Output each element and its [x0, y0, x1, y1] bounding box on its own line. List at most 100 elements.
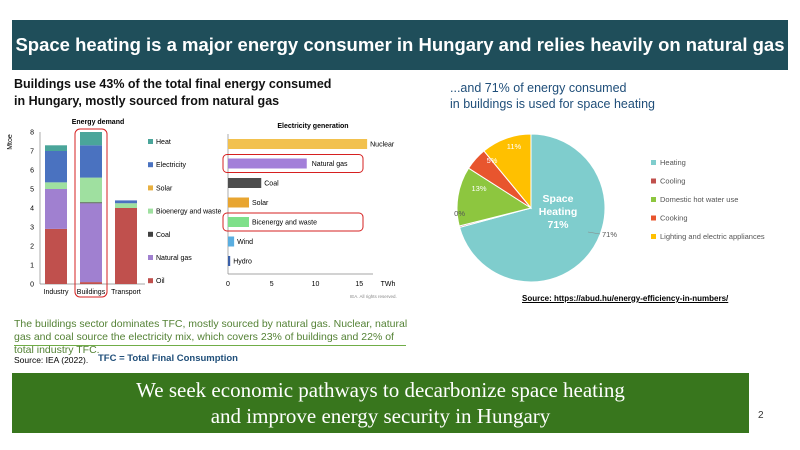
- left-heading: Buildings use 43% of the total final ene…: [14, 77, 332, 108]
- pie-legend-swatch-cooling: [651, 178, 656, 184]
- x-tick-label: 0: [226, 281, 230, 288]
- bar-buildings-natural-gas: [80, 203, 102, 283]
- pie-data-label-cooling: 0%: [454, 209, 465, 218]
- bar-buildings-bioenergy-and-waste: [80, 177, 102, 203]
- bar-label-natural-gas: Natural gas: [312, 161, 348, 168]
- x-tick-label: 15: [355, 281, 363, 288]
- y-tick-label: 0: [30, 282, 34, 289]
- highlight-bicenergy-and-waste: [222, 212, 364, 232]
- source-iea: Source: IEA (2022).: [14, 355, 89, 365]
- bar-nuclear: [228, 139, 368, 149]
- legend-label-bioenergy-and-waste: Bioenergy and waste: [156, 209, 221, 216]
- bar-industry-bioenergy-and-waste: [45, 182, 67, 189]
- bar-label-wind: Wind: [237, 239, 253, 246]
- summary-text: The buildings sector dominates TFC, most…: [14, 318, 408, 356]
- electricity-generation-chart: Electricity generation 0 5 10 15 TWh IEA. All …: [222, 123, 397, 299]
- y-tick-label: 2: [30, 244, 34, 251]
- tfc-definition: TFC = Total Final Consumption: [98, 353, 238, 364]
- x-tick-label: 10: [312, 281, 320, 288]
- bar-label-coal: Coal: [264, 181, 279, 188]
- pie-legend-label-cooking: Cooking: [660, 214, 688, 223]
- y-tick-label: 7: [30, 149, 34, 156]
- y-tick-label: 3: [30, 225, 34, 232]
- legend-label-electricity: Electricity: [156, 162, 186, 169]
- y-tick-label: 6: [30, 168, 34, 175]
- bar-transport-oil: [115, 208, 137, 284]
- bar-industry-heat: [45, 145, 67, 151]
- bar-transport-electricity: [115, 200, 137, 204]
- space-heating-pie-chart: 71%0%13%5%11%SpaceHeating71%HeatingCooli…: [454, 133, 765, 283]
- summary-divider: [14, 345, 406, 346]
- bar-buildings-electricity: [80, 145, 102, 178]
- bar-coal: [228, 178, 262, 188]
- y-axis-label: Mtoe: [7, 134, 14, 150]
- pie-data-label-heating: 71%: [602, 230, 617, 239]
- legend-swatch-bioenergy-and-waste: [148, 208, 153, 214]
- highlight-buildings-bar: [74, 128, 108, 298]
- bar-bicenergy-and-waste: [228, 217, 249, 227]
- legend-label-solar: Solar: [156, 185, 173, 192]
- legend-swatch-oil: [148, 278, 153, 284]
- y-tick-label: 4: [30, 206, 34, 213]
- bar-industry-electricity: [45, 151, 67, 183]
- y-tick-label: 8: [30, 130, 34, 137]
- legend-swatch-heat: [148, 139, 153, 144]
- bar-label-solar: Solar: [252, 200, 269, 207]
- bar-buildings-coal: [80, 202, 102, 204]
- footer-message: We seek economic pathways to decarbonize…: [136, 378, 625, 428]
- pie-data-label-cooking: 5%: [487, 156, 498, 165]
- pie-legend-swatch-domestic-hot-water-use: [651, 197, 656, 202]
- legend-swatch-natural-gas: [148, 255, 153, 260]
- legend-swatch-electricity: [148, 162, 153, 168]
- pie-legend-swatch-lighting-and-electric-appliances: [651, 234, 656, 239]
- y-tick-label: 1: [30, 263, 34, 270]
- pie-legend-label-heating: Heating: [660, 158, 686, 167]
- pie-legend-label-cooling: Cooling: [660, 177, 685, 186]
- pie-leader-line: [587, 231, 601, 235]
- pie-legend-label-lighting-and-electric-appliances: Lighting and electric appliances: [660, 232, 765, 241]
- chart-title: Electricity generation: [277, 123, 348, 130]
- pie-slice-lighting-and-electric-appliances: [483, 133, 532, 210]
- right-heading: ...and 71% of energy consumed in buildin…: [450, 81, 655, 111]
- bar-label-nuclear: Nuclear: [370, 142, 395, 149]
- bar-buildings-heat: [80, 132, 102, 146]
- pie-center-label: 71%: [547, 219, 569, 231]
- pie-data-label-domestic-hot-water-use: 13%: [471, 184, 486, 193]
- y-tick-label: 5: [30, 187, 34, 194]
- legend-swatch-solar: [148, 185, 153, 191]
- x-tick-label: Buildings: [77, 289, 106, 296]
- title-banner: Space heating is a major energy consumer…: [12, 20, 788, 70]
- bar-label-bicenergy-and-waste: Bicenergy and waste: [252, 220, 317, 227]
- bar-label-hydro: Hydro: [233, 259, 252, 266]
- pie-slice-domestic-hot-water-use: [456, 167, 533, 227]
- footer-banner: We seek economic pathways to decarbonize…: [12, 373, 749, 433]
- legend-label-heat: Heat: [156, 139, 171, 146]
- pie-legend-label-domestic-hot-water-use: Domestic hot water use: [660, 195, 738, 204]
- chart-title: Energy demand: [72, 119, 125, 126]
- pie-legend-swatch-cooking: [651, 215, 656, 221]
- energy-demand-chart: Energy demand Mtoe 0 1 2 3 4 5 6 7 8 Industry Buildi…: [7, 119, 221, 298]
- legend-swatch-coal: [148, 231, 153, 237]
- pie-center-label: Heating: [539, 206, 578, 218]
- legend-label-oil: Oil: [156, 278, 165, 285]
- bar-wind: [228, 236, 235, 247]
- legend-label-natural-gas: Natural gas: [156, 255, 192, 262]
- x-axis-label: TWh: [381, 281, 396, 288]
- pie-center-label: Space: [543, 193, 574, 205]
- bar-buildings-oil: [80, 282, 102, 284]
- source-abud-link[interactable]: Source: https://abud.hu/energy-efficienc…: [522, 294, 729, 303]
- x-tick-label: 5: [270, 281, 274, 288]
- pie-data-label-lighting-and-electric-appliances: 11%: [507, 142, 522, 151]
- rights-note: IEA. All rights reserved.: [350, 294, 397, 299]
- bar-solar: [228, 197, 249, 208]
- slide-title: Space heating is a major energy consumer…: [15, 34, 785, 55]
- bar-hydro: [228, 256, 231, 266]
- pie-legend-swatch-heating: [651, 160, 656, 165]
- x-tick-label: Transport: [111, 289, 141, 296]
- bar-industry-oil: [45, 228, 67, 284]
- bar-natural-gas: [228, 158, 307, 169]
- highlight-natural-gas: [222, 154, 364, 173]
- page-number: 2: [758, 410, 764, 421]
- legend-label-coal: Coal: [156, 232, 171, 239]
- bar-transport-bioenergy-and-waste: [115, 203, 137, 208]
